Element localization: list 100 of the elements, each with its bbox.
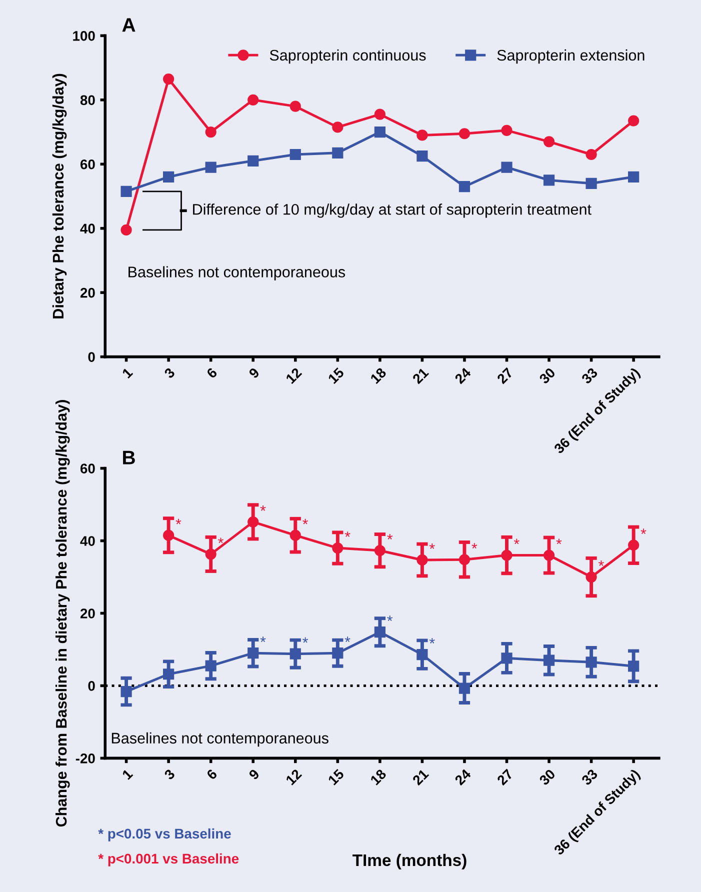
- legend-label: Sapropterin extension: [497, 49, 644, 64]
- legend-label: Sapropterin continuous: [270, 49, 426, 64]
- point: [501, 162, 512, 173]
- data-label: *: [598, 560, 604, 566]
- point: [374, 108, 386, 120]
- y-tick-label: -20: [76, 754, 95, 764]
- annotation: Baselines not contemporaneous: [128, 266, 346, 280]
- y-tick-label: 0: [88, 352, 95, 362]
- point: [290, 148, 301, 160]
- y-tick-label: 0: [88, 681, 95, 691]
- x-tick-label: 15: [328, 367, 345, 384]
- y-tick-label: 80: [80, 95, 95, 106]
- x-tick-label: 33: [580, 367, 598, 384]
- point: [586, 178, 597, 189]
- data-label: *: [429, 544, 435, 549]
- x-tick-label: 27: [496, 768, 514, 786]
- y-tick-label: 60: [80, 464, 95, 474]
- x-tick-label: 21: [412, 367, 430, 384]
- point: [501, 652, 512, 664]
- x-tick-label: 30: [538, 768, 556, 786]
- point: [458, 128, 470, 140]
- x-tick-label: 12: [285, 768, 302, 786]
- x-axis-title: TIme (months): [352, 854, 466, 870]
- point: [163, 73, 174, 85]
- y-tick-label: 20: [80, 608, 95, 618]
- x-tick-label: 12: [285, 367, 302, 384]
- x-tick-label: 1: [122, 367, 134, 378]
- annotation: Difference of 10 mg/kg/day at start of sapropterin treatment: [193, 204, 592, 218]
- point: [163, 668, 174, 680]
- point: [458, 181, 470, 192]
- point: [248, 94, 259, 106]
- data-label: *: [640, 528, 646, 534]
- point: [628, 660, 640, 672]
- point: [501, 124, 512, 136]
- point: [163, 171, 174, 183]
- data-label: *: [302, 637, 308, 643]
- x-tick-label: 3: [164, 768, 176, 780]
- data-label: *: [514, 538, 520, 544]
- point: [205, 162, 216, 173]
- text: * p<0.05 vs Baseline: [98, 828, 231, 842]
- x-tick-label: 24: [454, 768, 472, 786]
- data-label: *: [344, 636, 350, 642]
- point: [290, 648, 301, 660]
- point: [458, 682, 470, 694]
- point: [120, 686, 132, 698]
- point: [416, 554, 428, 566]
- data-label: *: [344, 532, 350, 537]
- x-tick-label: 15: [328, 768, 345, 786]
- x-tick-label: 6: [206, 367, 218, 379]
- y-tick-label: 20: [80, 288, 95, 298]
- data-label: *: [218, 538, 224, 544]
- point: [416, 130, 428, 141]
- x-tick-label: 21: [412, 768, 430, 786]
- point: [248, 516, 259, 528]
- point: [628, 540, 640, 551]
- data-label: *: [387, 534, 393, 540]
- chart-title: A: [122, 18, 136, 32]
- x-tick-label: 9: [248, 367, 260, 379]
- point: [628, 115, 640, 126]
- point: [416, 649, 428, 660]
- point: [332, 542, 344, 554]
- x-tick-label: 30: [538, 367, 556, 384]
- y-tick-label: 100: [73, 31, 95, 41]
- point: [205, 548, 216, 560]
- x-tick-label: 1: [122, 768, 134, 780]
- chart-title: B: [123, 450, 135, 464]
- y-axis-title: Change from Baseline in dietary Phe tolerance (mg/kg/day): [55, 400, 70, 827]
- y-tick-label: 40: [80, 224, 95, 234]
- point: [374, 626, 386, 638]
- point: [543, 174, 555, 186]
- point: [248, 155, 259, 166]
- x-tick-label: 27: [496, 367, 514, 384]
- point: [290, 100, 301, 112]
- point: [586, 571, 597, 583]
- point: [248, 648, 259, 659]
- point: [163, 530, 174, 541]
- y-axis-title: Dietary Phe tolerance (mg/kg/day): [52, 74, 67, 318]
- x-tick-label: 18: [370, 367, 387, 384]
- y-tick-label: 60: [80, 159, 95, 170]
- x-tick-label: 6: [206, 768, 218, 780]
- point: [332, 147, 344, 158]
- point: [501, 550, 512, 561]
- data-label: *: [302, 518, 308, 524]
- annotation: Baselines not contemporaneous: [112, 732, 328, 747]
- point: [458, 554, 470, 566]
- y-tick-label: 40: [80, 536, 95, 546]
- text: * p<0.001 vs Baseline: [98, 853, 239, 866]
- point: [374, 126, 386, 138]
- data-label: *: [176, 518, 182, 524]
- x-tick-label: 3: [164, 367, 176, 379]
- point: [374, 545, 386, 556]
- data-label: *: [387, 616, 393, 621]
- x-tick-label: 9: [248, 768, 260, 780]
- point: [290, 530, 301, 541]
- point: [586, 656, 597, 668]
- data-label: *: [472, 543, 478, 549]
- data-label: *: [556, 538, 562, 544]
- data-label: *: [429, 638, 435, 644]
- point: [205, 126, 216, 138]
- point: [543, 654, 555, 666]
